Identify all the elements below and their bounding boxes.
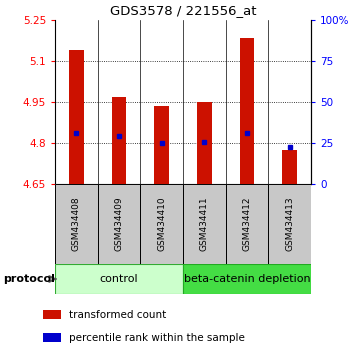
Bar xyxy=(112,97,126,184)
Text: control: control xyxy=(100,274,138,284)
Text: protocol: protocol xyxy=(4,274,56,284)
Title: GDS3578 / 221556_at: GDS3578 / 221556_at xyxy=(110,5,256,17)
Bar xyxy=(183,264,311,294)
Bar xyxy=(154,106,169,184)
Text: GSM434411: GSM434411 xyxy=(200,197,209,251)
Bar xyxy=(226,184,268,264)
Text: GSM434413: GSM434413 xyxy=(285,197,294,251)
Bar xyxy=(183,184,226,264)
Text: percentile rank within the sample: percentile rank within the sample xyxy=(69,332,244,343)
Bar xyxy=(197,102,212,184)
Bar xyxy=(55,184,98,264)
Bar xyxy=(55,264,183,294)
Bar xyxy=(282,150,297,184)
Bar xyxy=(98,184,140,264)
Bar xyxy=(140,184,183,264)
Bar xyxy=(268,184,311,264)
Bar xyxy=(69,50,84,184)
Text: GSM434412: GSM434412 xyxy=(243,197,252,251)
Bar xyxy=(240,38,255,184)
Text: transformed count: transformed count xyxy=(69,309,166,320)
Text: GSM434409: GSM434409 xyxy=(114,197,123,251)
Text: GSM434410: GSM434410 xyxy=(157,197,166,251)
Text: beta-catenin depletion: beta-catenin depletion xyxy=(184,274,310,284)
Text: GSM434408: GSM434408 xyxy=(72,197,81,251)
